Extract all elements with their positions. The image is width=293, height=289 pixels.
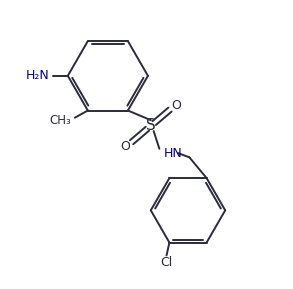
Text: HN: HN [164, 147, 183, 160]
Text: H₂N: H₂N [25, 69, 49, 82]
Text: S: S [146, 118, 156, 134]
Text: O: O [171, 99, 180, 112]
Text: O: O [121, 140, 131, 153]
Text: Cl: Cl [160, 256, 173, 269]
Text: CH₃: CH₃ [49, 114, 71, 127]
